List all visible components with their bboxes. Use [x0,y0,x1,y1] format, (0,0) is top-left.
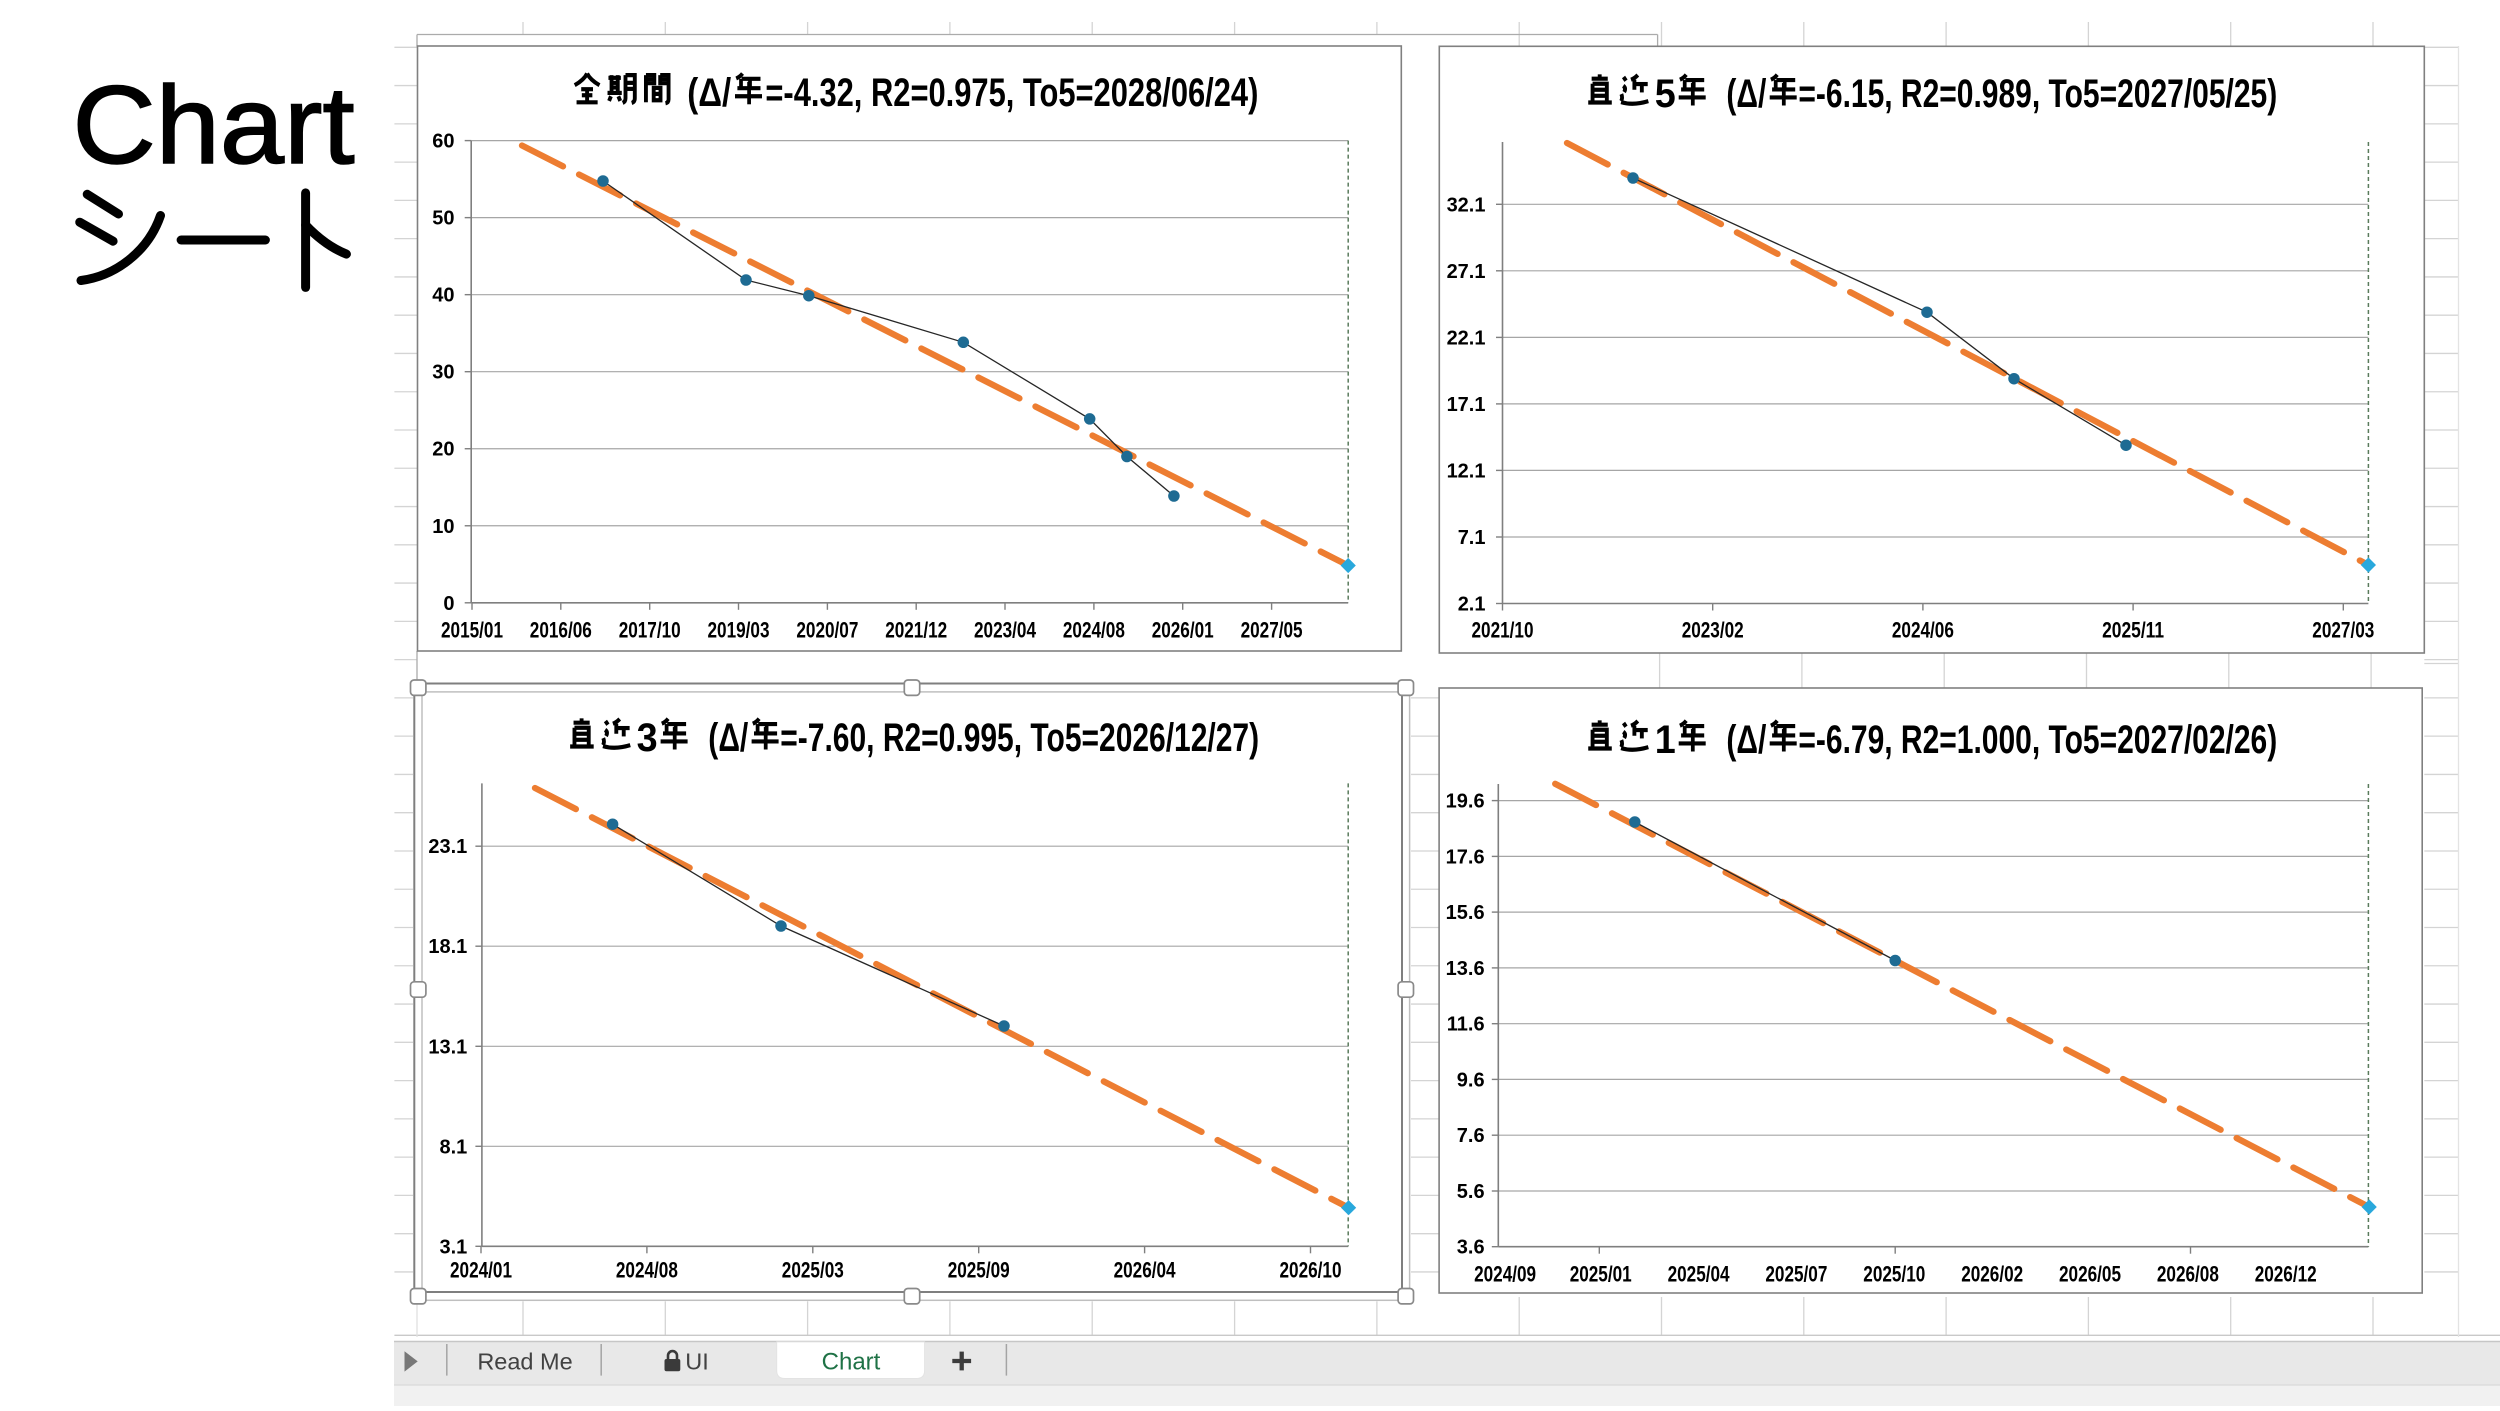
svg-text:40: 40 [432,285,454,307]
svg-text:2024/08: 2024/08 [616,1258,678,1283]
svg-text:2025/01: 2025/01 [1570,1262,1632,1287]
svg-text:2025/11: 2025/11 [2102,618,2164,643]
svg-text:=-6.79, R2=1.000, To5=2027/02/: =-6.79, R2=1.000, To5=2027/02/26) [1798,718,2277,762]
svg-text:2.1: 2.1 [1458,594,1486,616]
svg-text:2024/08: 2024/08 [1063,618,1125,643]
svg-text:Chart: Chart [73,64,355,187]
svg-text:50: 50 [432,208,454,230]
svg-text:2025/10: 2025/10 [1863,1262,1925,1287]
svg-text:(Δ/: (Δ/ [1726,718,1766,762]
svg-text:30: 30 [432,362,454,384]
svg-text:(Δ/: (Δ/ [708,716,748,760]
svg-text:2026/10: 2026/10 [1280,1258,1342,1283]
svg-text:17.1: 17.1 [1447,394,1486,416]
svg-text:UI: UI [685,1348,709,1374]
svg-text:2017/10: 2017/10 [619,618,681,643]
svg-text:2024/01: 2024/01 [450,1258,512,1283]
svg-text:2026/12: 2026/12 [2255,1262,2317,1287]
svg-text:20: 20 [432,439,454,461]
svg-text:2026/01: 2026/01 [1152,618,1214,643]
svg-text:7.6: 7.6 [1457,1125,1485,1147]
svg-text:2019/03: 2019/03 [708,618,770,643]
svg-text:2026/02: 2026/02 [1961,1262,2023,1287]
svg-text:2026/04: 2026/04 [1114,1258,1177,1283]
svg-text:13.1: 13.1 [428,1036,467,1058]
svg-text:3.1: 3.1 [439,1236,467,1258]
svg-text:2026/05: 2026/05 [2059,1262,2121,1287]
svg-text:19.6: 19.6 [1446,791,1485,813]
svg-text:22.1: 22.1 [1447,327,1486,349]
svg-text:2015/01: 2015/01 [441,618,503,643]
svg-text:2026/08: 2026/08 [2157,1262,2219,1287]
svg-text:2027/05: 2027/05 [1241,618,1303,643]
svg-text:8.1: 8.1 [439,1136,467,1158]
svg-text:10: 10 [432,516,454,538]
svg-text:3.6: 3.6 [1457,1237,1485,1259]
svg-text:5.6: 5.6 [1457,1181,1485,1203]
svg-text:32.1: 32.1 [1447,194,1486,216]
svg-text:1: 1 [1655,718,1676,762]
svg-text:(Δ/: (Δ/ [1726,72,1766,116]
svg-text:2021/10: 2021/10 [1472,618,1534,643]
svg-text:2020/07: 2020/07 [796,618,858,643]
svg-text:2023/02: 2023/02 [1682,618,1744,643]
svg-text:13.6: 13.6 [1446,958,1485,980]
svg-text:0: 0 [443,593,454,615]
svg-text:17.6: 17.6 [1446,846,1485,868]
svg-text:3: 3 [637,716,658,760]
svg-text:2025/03: 2025/03 [782,1258,844,1283]
svg-text:Read Me: Read Me [477,1348,572,1374]
svg-text:=-6.15, R2=0.989, To5=2027/05/: =-6.15, R2=0.989, To5=2027/05/25) [1798,72,2277,116]
svg-text:5: 5 [1655,72,1676,116]
svg-text:2025/07: 2025/07 [1765,1262,1827,1287]
svg-text:=-4.32, R2=0.975, To5=2028/06/: =-4.32, R2=0.975, To5=2028/06/24) [765,71,1258,115]
svg-text:2021/12: 2021/12 [885,618,947,643]
svg-text:(Δ/: (Δ/ [687,71,731,115]
svg-text:60: 60 [432,131,454,153]
svg-text:18.1: 18.1 [428,936,467,958]
svg-text:2024/09: 2024/09 [1474,1262,1536,1287]
svg-text:2025/09: 2025/09 [948,1258,1010,1283]
svg-text:23.1: 23.1 [428,836,467,858]
svg-text:2016/06: 2016/06 [530,618,592,643]
svg-text:15.6: 15.6 [1446,902,1485,924]
svg-text:2023/04: 2023/04 [974,618,1037,643]
svg-text:11.6: 11.6 [1447,1014,1485,1036]
svg-text:9.6: 9.6 [1457,1069,1485,1091]
svg-text:2027/03: 2027/03 [2312,618,2374,643]
svg-text:Chart: Chart [822,1348,881,1375]
svg-text:27.1: 27.1 [1447,261,1486,283]
svg-text:2024/06: 2024/06 [1892,618,1954,643]
svg-text:7.1: 7.1 [1458,527,1486,549]
svg-text:12.1: 12.1 [1447,460,1486,482]
svg-text:=-7.60, R2=0.995, To5=2026/12/: =-7.60, R2=0.995, To5=2026/12/27) [780,716,1259,760]
svg-text:2025/04: 2025/04 [1668,1262,1731,1287]
